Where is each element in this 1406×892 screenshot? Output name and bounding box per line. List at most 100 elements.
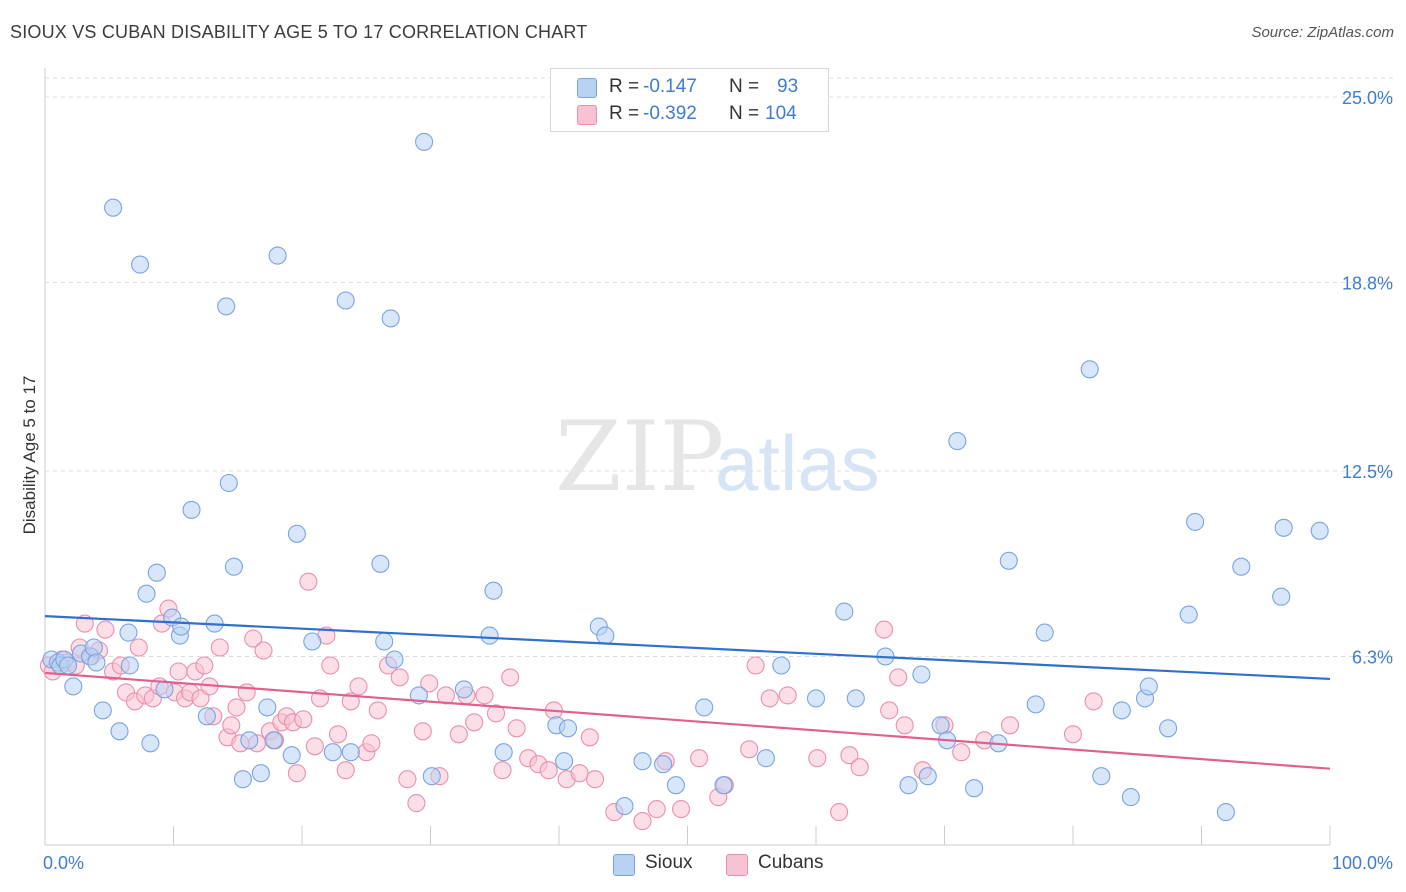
point-sioux-83 — [1121, 788, 1140, 807]
trend-line-sioux — [44, 615, 1331, 681]
point-sioux-89 — [1216, 803, 1235, 822]
point-cubans-70 — [493, 761, 512, 780]
point-sioux-93 — [1310, 521, 1329, 540]
point-cubans-51 — [336, 761, 355, 780]
trend-lines — [44, 615, 1331, 770]
point-sioux-46 — [415, 132, 434, 151]
point-sioux-35 — [282, 746, 301, 765]
r-value-cubans: -0.392 — [643, 103, 697, 124]
point-sioux-19 — [155, 680, 174, 699]
point-sioux-27 — [219, 473, 238, 493]
point-cubans-65 — [449, 725, 468, 744]
legend-row-cubans: R = -0.392 N = 104 — [551, 101, 828, 127]
point-sioux-24 — [197, 707, 216, 726]
point-sioux-26 — [217, 297, 236, 316]
point-cubans-26 — [195, 656, 214, 675]
point-cubans-95 — [840, 746, 859, 765]
point-cubans-92 — [778, 686, 797, 705]
point-sioux-81 — [1092, 767, 1111, 786]
point-sioux-53 — [555, 752, 574, 771]
point-cubans-35 — [244, 629, 263, 648]
point-sioux-5 — [64, 677, 83, 696]
point-sioux-60 — [666, 776, 685, 795]
point-sioux-59 — [654, 755, 673, 774]
point-cubans-58 — [390, 668, 409, 687]
point-sioux-8 — [84, 638, 103, 657]
point-cubans-99 — [889, 668, 908, 687]
point-sioux-44 — [385, 650, 404, 669]
y-tick-label-3: 25.0% — [1342, 88, 1393, 108]
point-sioux-22 — [172, 617, 191, 636]
point-cubans-61 — [413, 722, 432, 741]
point-cubans-67 — [465, 713, 484, 732]
point-cubans-9 — [96, 620, 115, 639]
point-cubans-32 — [227, 698, 246, 717]
point-sioux-62 — [714, 776, 733, 795]
point-cubans-21 — [169, 662, 188, 681]
point-cubans-83 — [647, 800, 666, 819]
point-cubans-79 — [580, 728, 599, 747]
tick-labels: 6.3% 12.5% 18.8% 25.0% 0.0% 100.0% — [43, 88, 1393, 873]
point-cubans-62 — [420, 674, 439, 693]
n-label: N = — [729, 103, 760, 124]
point-cubans-97 — [875, 620, 894, 639]
point-sioux-69 — [899, 776, 918, 795]
point-sioux-23 — [182, 500, 201, 519]
point-sioux-64 — [772, 656, 791, 675]
point-sioux-37 — [303, 632, 322, 651]
point-sioux-28 — [224, 557, 243, 576]
point-sioux-47 — [422, 767, 441, 786]
point-cubans-29 — [210, 638, 229, 657]
point-cubans-106 — [1063, 725, 1083, 744]
point-sioux-70 — [912, 665, 931, 684]
point-sioux-49 — [480, 626, 499, 645]
point-sioux-71 — [918, 767, 937, 786]
point-sioux-82 — [1112, 701, 1131, 720]
point-sioux-12 — [110, 722, 129, 741]
point-cubans-82 — [633, 812, 652, 831]
point-sioux-54 — [558, 719, 578, 738]
point-sioux-58 — [633, 752, 652, 771]
point-cubans-49 — [321, 656, 340, 675]
point-cubans-69 — [486, 704, 506, 723]
point-sioux-42 — [375, 632, 394, 651]
point-cubans-103 — [952, 743, 971, 762]
point-cubans-90 — [746, 656, 765, 675]
point-sioux-51 — [494, 743, 513, 762]
point-sioux-15 — [131, 255, 150, 274]
point-sioux-87 — [1179, 605, 1198, 624]
trend-line-cubans — [44, 671, 1331, 770]
point-cubans-89 — [740, 740, 759, 759]
point-sioux-41 — [371, 554, 390, 573]
n-value-cubans: 104 — [765, 103, 797, 124]
point-cubans-68 — [475, 686, 494, 705]
point-sioux-10 — [93, 701, 112, 720]
axes — [44, 68, 1331, 846]
n-label: N = — [729, 76, 760, 97]
point-cubans-46 — [305, 737, 324, 756]
point-sioux-66 — [835, 602, 854, 621]
point-sioux-77 — [999, 551, 1018, 570]
point-sioux-72 — [931, 716, 950, 735]
cubans-swatch — [577, 105, 597, 125]
gridlines — [45, 77, 1395, 658]
point-sioux-30 — [240, 731, 259, 750]
r-value-sioux: -0.147 — [643, 76, 697, 97]
point-sioux-92 — [1274, 518, 1293, 537]
point-cubans-50 — [328, 725, 348, 744]
point-cubans-86 — [690, 749, 709, 768]
series-legend: Sioux Cubans — [0, 852, 1406, 878]
point-sioux-79 — [1035, 623, 1054, 642]
point-cubans-31 — [222, 716, 241, 735]
sioux-swatch — [577, 78, 597, 98]
x-tick-label-0: 0.0% — [43, 853, 84, 873]
point-sioux-67 — [846, 689, 865, 708]
y-tick-label-1: 12.5% — [1342, 462, 1393, 482]
point-cubans-85 — [672, 800, 691, 819]
point-sioux-40 — [341, 743, 360, 762]
point-sioux-90 — [1232, 557, 1251, 576]
point-cubans-107 — [1084, 692, 1103, 711]
point-sioux-88 — [1186, 512, 1205, 531]
point-cubans-37 — [254, 641, 273, 660]
